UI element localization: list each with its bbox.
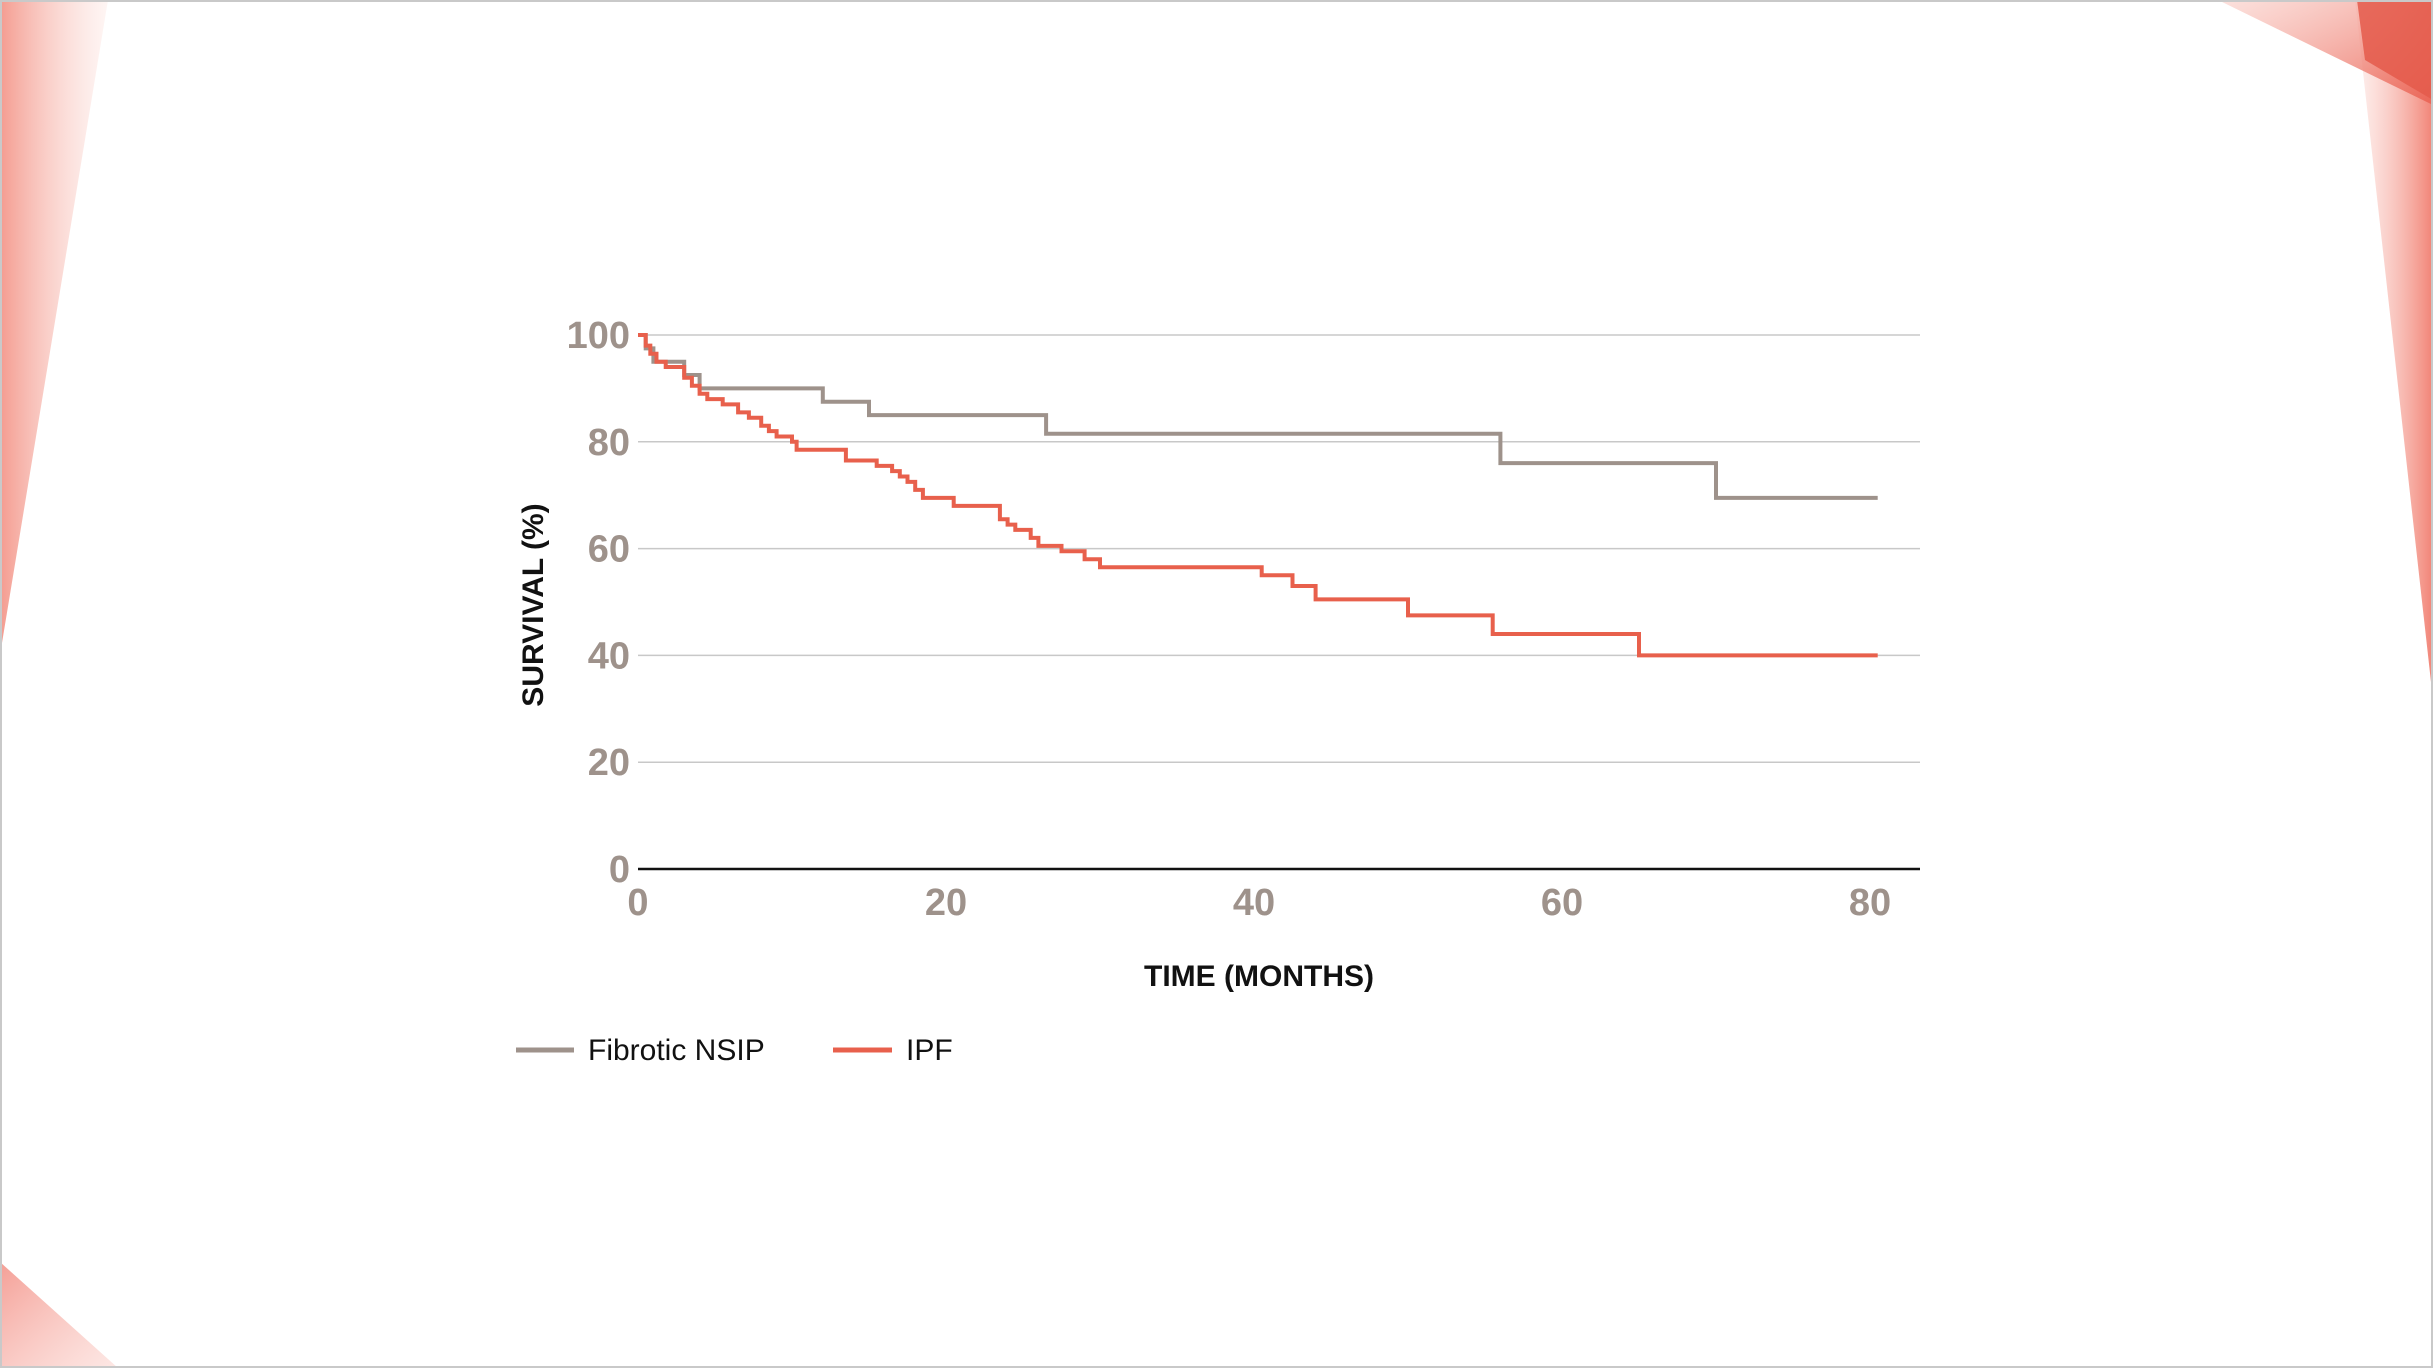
y-tick-label: 60 bbox=[588, 529, 630, 571]
y-tick-label: 80 bbox=[588, 422, 630, 464]
legend-label-fibrotic-nsip: Fibrotic NSIP bbox=[588, 1034, 765, 1067]
left-decor-shape bbox=[0, 0, 108, 655]
x-tick-label: 80 bbox=[1849, 882, 1891, 924]
legend: Fibrotic NSIP IPF bbox=[516, 1034, 953, 1067]
x-tick-label: 60 bbox=[1541, 882, 1583, 924]
y-tick-labels: 0 20 40 60 80 100 bbox=[567, 315, 630, 891]
gridlines bbox=[638, 334, 1920, 763]
x-tick-label: 20 bbox=[925, 882, 967, 924]
y-tick-label: 20 bbox=[588, 742, 630, 784]
series-line-ipf bbox=[638, 333, 1878, 658]
legend-label-ipf: IPF bbox=[906, 1034, 953, 1067]
x-tick-label: 40 bbox=[1233, 882, 1275, 924]
series-line-fibrotic-nsip bbox=[638, 333, 1878, 500]
y-tick-label: 100 bbox=[567, 315, 630, 357]
bottom-left-decor-shape bbox=[0, 1262, 118, 1368]
y-tick-label: 0 bbox=[609, 849, 630, 891]
x-axis-title: TIME (MONTHS) bbox=[1144, 960, 1374, 993]
top-right-accent-shape bbox=[2357, 0, 2433, 100]
y-tick-label: 40 bbox=[588, 635, 630, 677]
x-tick-label: 0 bbox=[627, 882, 648, 924]
series-lines bbox=[638, 333, 1878, 658]
right-decor-shape bbox=[2355, 0, 2433, 700]
x-tick-labels: 0 20 40 60 80 bbox=[627, 882, 1891, 924]
y-axis-title: SURVIVAL (%) bbox=[517, 503, 550, 706]
